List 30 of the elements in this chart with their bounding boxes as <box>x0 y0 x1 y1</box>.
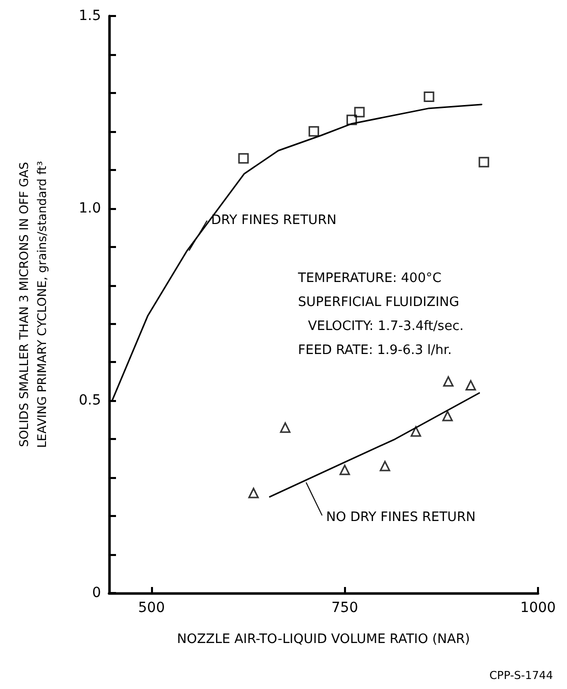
x-tick-label: 500 <box>138 600 165 616</box>
point <box>410 426 422 437</box>
point <box>354 106 365 118</box>
point <box>238 153 249 164</box>
annotation: VELOCITY: 1.7-3.4ft/sec. <box>308 319 464 334</box>
y-tick-label: 1.5 <box>78 8 101 24</box>
point <box>424 92 434 102</box>
y-tick-label: 0.5 <box>78 392 101 409</box>
annotation: FEED RATE: 1.9-6.3 l/hr. <box>298 343 452 358</box>
x-tick-label: 1000 <box>520 600 556 616</box>
x-tick-label: 750 <box>331 600 358 616</box>
point <box>478 156 490 168</box>
x-axis-title: NOZZLE AIR-TO-LIQUID VOLUME RATIO (NAR) <box>176 632 470 647</box>
point <box>248 488 259 498</box>
y-axis-title: SOLIDS SMALLER THAN 3 MICRONS IN OFF GAS LEAVING PRIMARY CYCLONE, grains/standard ft³ <box>17 160 49 448</box>
point <box>340 464 350 476</box>
point <box>308 126 320 137</box>
annotation: TEMPERATURE: 400°C <box>297 271 442 286</box>
point <box>442 410 453 422</box>
point <box>466 380 476 391</box>
annotation: NO DRY FINES RETURN <box>326 510 476 525</box>
point <box>443 376 454 387</box>
text: CPP-S-1744 <box>489 669 554 682</box>
annotation: SUPERFICIAL FLUIDIZING <box>298 295 460 310</box>
y-tick-label: 0 <box>92 585 101 601</box>
annotation: DRY FINES RETURN <box>211 213 336 228</box>
point <box>380 460 390 472</box>
point <box>346 114 357 126</box>
y-tick-label: 1.0 <box>78 200 101 216</box>
point <box>280 422 290 433</box>
